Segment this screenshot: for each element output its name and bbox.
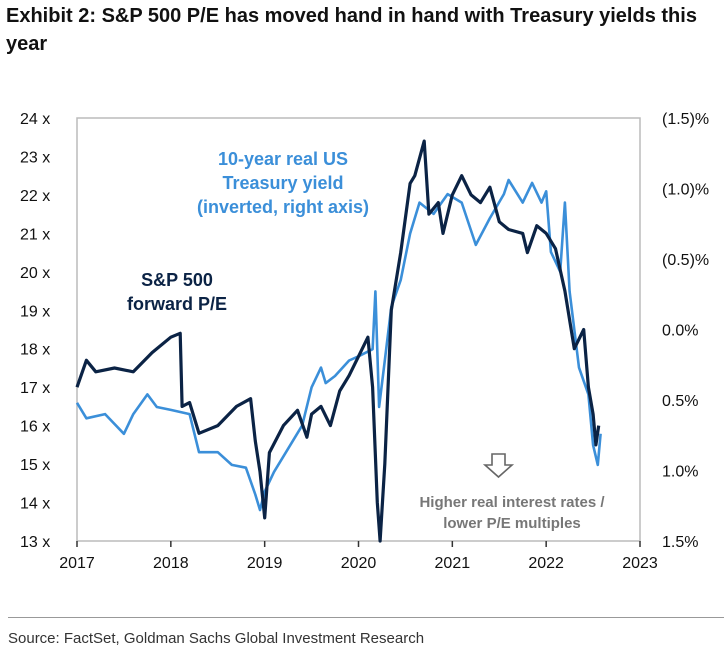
left-tick-label: 20 x — [20, 265, 50, 282]
left-tick-label: 19 x — [20, 303, 50, 320]
legend-label-pe: S&P 500 — [141, 270, 213, 290]
left-tick-label: 17 x — [20, 380, 50, 397]
left-tick-label: 22 x — [20, 188, 50, 205]
down-arrow-icon — [482, 453, 515, 479]
right-tick-label: (0.5)% — [662, 252, 709, 269]
left-tick-label: 16 x — [20, 419, 50, 436]
x-tick-label: 2023 — [622, 555, 658, 572]
right-tick-label: (1.5)% — [662, 111, 709, 128]
series-line-pe — [75, 139, 601, 543]
source-note: Source: FactSet, Goldman Sachs Global In… — [8, 630, 425, 647]
left-tick-label: 14 x — [20, 496, 50, 513]
legend-label-pe: forward P/E — [127, 294, 227, 314]
right-tick-label: 0.0% — [662, 323, 698, 340]
left-tick-label: 15 x — [20, 457, 50, 474]
annotation-text: Higher real interest rates / — [419, 494, 605, 511]
annotation-text: lower P/E multiples — [443, 515, 581, 532]
x-tick-label: 2022 — [528, 555, 564, 572]
plot-frame — [76, 117, 641, 542]
x-tick-label: 2018 — [153, 555, 189, 572]
legend-label-yield: Treasury yield — [222, 173, 343, 193]
x-tick-label: 2021 — [435, 555, 471, 572]
chart: 2017 2018 2019 2020 2021 2022 2023 13 x 14 x 15 x… — [20, 111, 709, 572]
legend-label-yield: (inverted, right axis) — [197, 197, 369, 217]
x-tick-label: 2019 — [247, 555, 283, 572]
left-tick-label: 23 x — [20, 149, 50, 166]
x-tick-label: 2020 — [341, 555, 377, 572]
x-tick-label: 2017 — [59, 555, 95, 572]
legend-label-yield: 10-year real US — [218, 149, 348, 169]
left-tick-label: 13 x — [20, 534, 50, 551]
divider — [8, 617, 724, 618]
left-tick-label: 18 x — [20, 342, 50, 359]
right-tick-label: 0.5% — [662, 393, 698, 410]
right-tick-label: 1.5% — [662, 534, 698, 551]
left-tick-label: 24 x — [20, 111, 50, 128]
right-tick-label: 1.0% — [662, 464, 698, 481]
series-line-yield — [75, 178, 602, 512]
left-tick-label: 21 x — [20, 226, 50, 243]
chart-title: Exhibit 2: S&P 500 P/E has moved hand in… — [6, 5, 703, 55]
right-tick-label: (1.0)% — [662, 182, 709, 199]
